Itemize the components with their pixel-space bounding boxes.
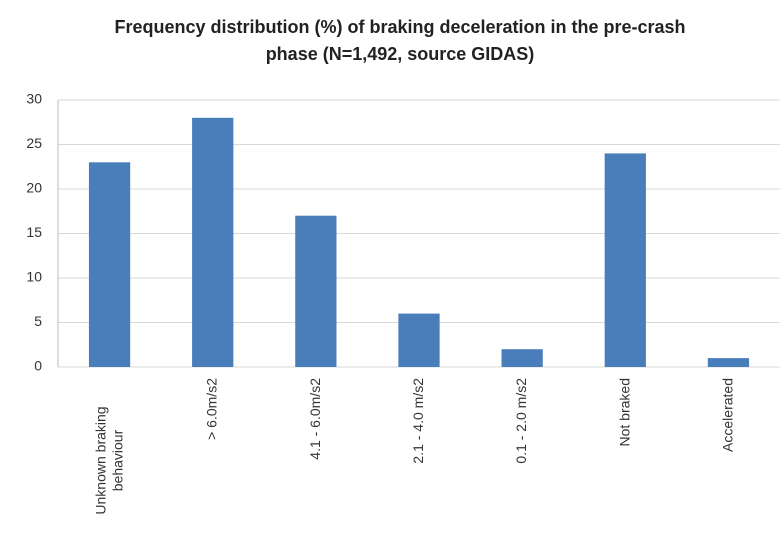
- x-tick-label: 4.1 - 6.0m/s2: [307, 378, 324, 460]
- x-tick-label: > 6.0m/s2: [204, 378, 221, 440]
- y-tick-label: 0: [34, 358, 42, 374]
- x-tick-label-box: 2.1 - 4.0 m/s2: [410, 378, 427, 464]
- y-tick-label: 15: [26, 224, 42, 240]
- bar: [192, 117, 234, 367]
- x-tick-label-box: > 6.0m/s2: [204, 378, 221, 440]
- bar: [707, 358, 750, 367]
- bar: [295, 215, 337, 367]
- x-tick-label-box: 4.1 - 6.0m/s2: [307, 378, 324, 460]
- x-tick-label-box: Unknown braking behaviour: [92, 406, 126, 515]
- y-tick-label: 5: [34, 313, 42, 329]
- y-tick-label: 25: [26, 135, 42, 151]
- x-tick-label: 2.1 - 4.0 m/s2: [410, 378, 427, 464]
- y-tick-label: 30: [26, 91, 42, 107]
- x-tick-label-box: 0.1 - 2.0 m/s2: [513, 378, 530, 464]
- bar: [501, 349, 543, 367]
- chart-title: Frequency distribution (%) of braking de…: [114, 17, 686, 64]
- y-tick-label: 20: [26, 180, 42, 196]
- y-tick-label: 10: [26, 269, 42, 285]
- x-tick-label: Accelerated: [719, 378, 736, 452]
- bar: [88, 162, 131, 367]
- x-tick-label: Not braked: [616, 378, 633, 447]
- x-tick-label-box: Accelerated: [719, 378, 736, 452]
- x-tick-label: 0.1 - 2.0 m/s2: [513, 378, 530, 464]
- bar: [398, 313, 440, 367]
- x-tick-label: Unknown braking behaviour: [92, 406, 126, 515]
- bar: [604, 153, 646, 367]
- x-tick-label-box: Not braked: [616, 378, 633, 447]
